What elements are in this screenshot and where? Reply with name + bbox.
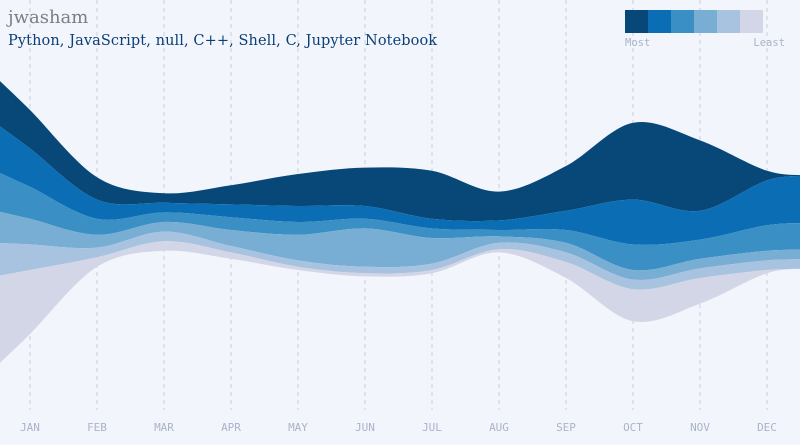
month-label: JUN bbox=[355, 421, 375, 434]
month-label: OCT bbox=[623, 421, 643, 434]
month-label: JUL bbox=[422, 421, 442, 434]
month-label: FEB bbox=[87, 421, 107, 434]
stream-layer-5 bbox=[0, 231, 800, 290]
month-label: JAN bbox=[20, 421, 40, 434]
color-legend: Most Least bbox=[625, 10, 785, 49]
legend-swatch-5 bbox=[717, 10, 740, 33]
legend-swatch-3 bbox=[671, 10, 694, 33]
stream-layer-3 bbox=[0, 173, 800, 271]
month-label: MAR bbox=[154, 421, 174, 434]
month-label: DEC bbox=[757, 421, 777, 434]
legend-swatch-6 bbox=[740, 10, 763, 33]
legend-swatch-1 bbox=[625, 10, 648, 33]
legend-swatches bbox=[625, 10, 785, 33]
legend-swatch-2 bbox=[648, 10, 671, 33]
username: jwasham bbox=[8, 7, 89, 28]
legend-swatch-4 bbox=[694, 10, 717, 33]
legend-least-label: Least bbox=[753, 37, 785, 49]
month-label: AUG bbox=[489, 421, 509, 434]
month-label: SEP bbox=[556, 421, 576, 434]
language-list: Python, JavaScript, null, C++, Shell, C,… bbox=[8, 33, 438, 49]
stream-layer-1 bbox=[0, 81, 800, 222]
legend-most-label: Most bbox=[625, 37, 651, 49]
month-label: APR bbox=[221, 421, 241, 434]
stream-layer-4 bbox=[0, 211, 800, 281]
stream-layer-6 bbox=[0, 241, 800, 363]
chart-header: jwasham Python, JavaScript, null, C++, S… bbox=[8, 6, 437, 52]
stream-layer-2 bbox=[0, 126, 800, 245]
month-label: MAY bbox=[288, 421, 308, 434]
legend-labels: Most Least bbox=[625, 37, 785, 49]
month-label: NOV bbox=[690, 421, 710, 434]
